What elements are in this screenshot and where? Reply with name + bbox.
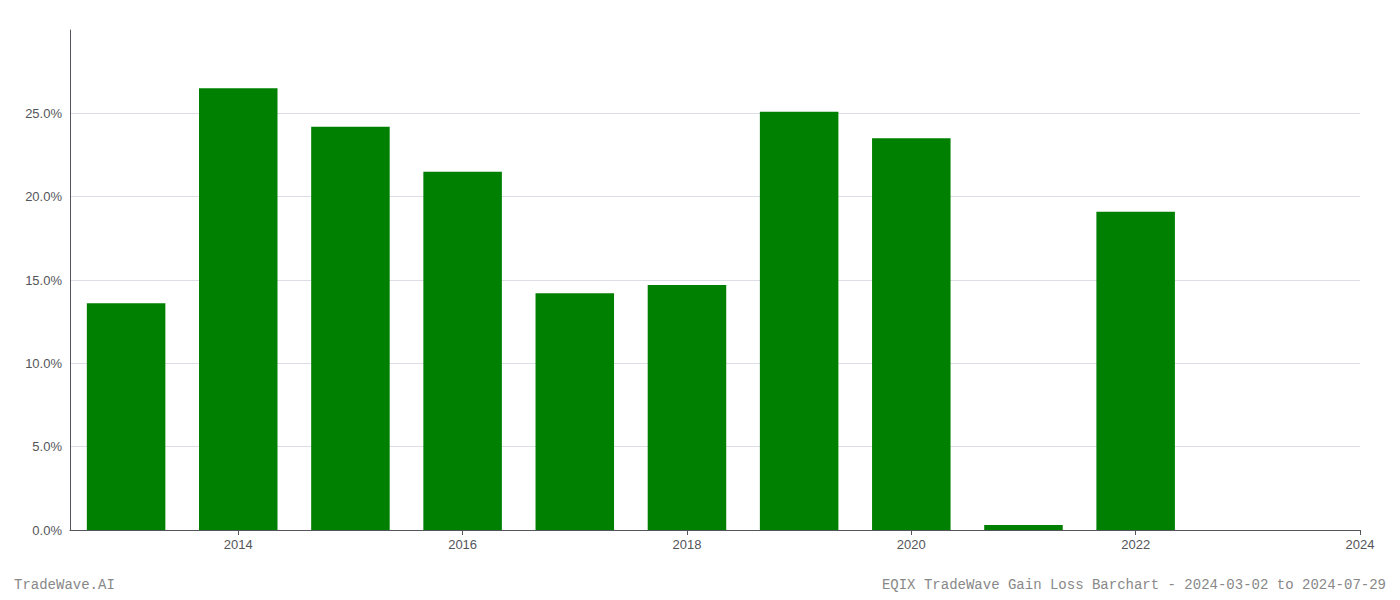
svg-text:15.0%: 15.0% bbox=[25, 273, 62, 288]
svg-text:2016: 2016 bbox=[448, 537, 477, 552]
svg-text:2020: 2020 bbox=[897, 537, 926, 552]
svg-text:2022: 2022 bbox=[1121, 537, 1150, 552]
svg-text:25.0%: 25.0% bbox=[25, 106, 62, 121]
svg-text:2024: 2024 bbox=[1346, 537, 1375, 552]
svg-text:EQIX TradeWave Gain Loss Barch: EQIX TradeWave Gain Loss Barchart - 2024… bbox=[882, 577, 1386, 593]
svg-text:10.0%: 10.0% bbox=[25, 356, 62, 371]
svg-text:0.0%: 0.0% bbox=[32, 523, 62, 538]
svg-text:5.0%: 5.0% bbox=[32, 439, 62, 454]
svg-text:2018: 2018 bbox=[672, 537, 701, 552]
svg-text:TradeWave.AI: TradeWave.AI bbox=[14, 577, 115, 593]
svg-text:2014: 2014 bbox=[224, 537, 253, 552]
svg-text:20.0%: 20.0% bbox=[25, 189, 62, 204]
